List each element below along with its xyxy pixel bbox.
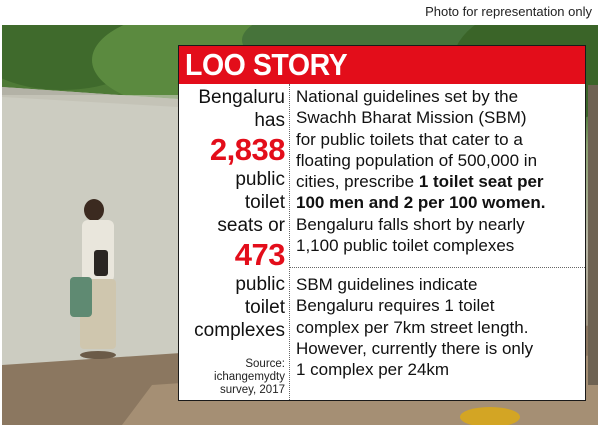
para2-line: Bengaluru requires 1 toilet [296,296,495,316]
toilet-complexes-count: 473 [234,237,286,272]
stat-text-public-2: public [235,274,285,295]
source-survey: survey, 2017 [220,384,285,396]
para1-highlight-line: 100 men and 2 per 100 women. [296,193,546,213]
para2-line: 1 complex per 24km [296,360,450,380]
stat-text-has: has [254,110,285,131]
para1-line: Swachh Bharat Mission (SBM) [296,108,527,128]
para2-line: However, currently there is only [296,338,534,358]
para1-line: for public toilets that cater to a [296,129,523,149]
stat-text-seats-or: seats or [217,215,285,236]
para1-line: cities, prescribe 1 toilet seat per [296,171,582,192]
source-name: ichangemydty [214,371,285,383]
para1-line-text: cities, prescribe [296,172,419,192]
stat-text-complexes: complexes [194,320,285,341]
stat-text-public: public [235,169,285,190]
para1-highlight: 1 toilet seat per [418,172,544,192]
stat-text-toilet-2: toilet [244,297,285,318]
para2-line: complex per 7km street length. [296,317,529,337]
source-label: Source: [245,358,285,370]
sbm-guidelines-paragraph: SBM guidelines indicate Bengaluru requir… [296,274,582,380]
stat-text-toilet: toilet [244,192,285,213]
toilet-seats-count: 2,838 [209,132,286,167]
para2-line: SBM guidelines indicate [296,275,478,294]
national-guidelines-paragraph: National guidelines set by the Swachh Bh… [296,86,582,256]
infobox-title: LOO STORY [185,47,348,82]
para1-line: Bengaluru falls short by nearly [296,214,525,234]
title-bar: LOO STORY [179,46,585,84]
stat-text-bengaluru: Bengaluru [198,87,285,108]
para1-line: National guidelines set by the [296,87,519,106]
para1-line: floating population of 500,000 in [296,150,538,170]
stats-column: Bengaluru has 2,838 public toilet seats … [179,84,289,400]
column-divider [289,84,290,400]
photo-credit: Photo for representation only [425,4,592,19]
loo-story-infobox: LOO STORY Bengaluru has 2,838 public toi… [178,45,586,401]
section-divider [289,267,585,268]
para1-line: 1,100 public toilet complexes [296,236,515,256]
source-note: Source: ichangemydty survey, 2017 [214,358,285,397]
